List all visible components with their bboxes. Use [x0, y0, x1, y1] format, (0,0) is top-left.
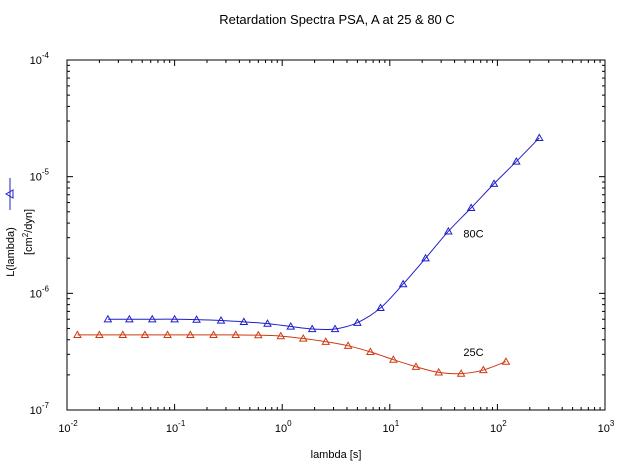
data-point-80C: [147, 314, 157, 323]
series-layer: [73, 133, 544, 377]
data-point-80C: [398, 279, 408, 288]
x-axis-label: lambda [s]: [311, 449, 362, 461]
y-tick-label: 10-4: [30, 51, 50, 67]
data-point-80C: [443, 226, 453, 235]
data-point-80C: [376, 303, 385, 312]
data-point-25C: [140, 330, 150, 339]
series-annotation: 25C: [463, 347, 483, 359]
data-point-25C: [478, 365, 488, 374]
data-point-25C: [366, 347, 375, 355]
data-point-80C: [511, 156, 521, 165]
data-point-80C: [125, 314, 134, 323]
x-tick-label: 102: [490, 419, 507, 435]
x-tick-label: 10-1: [166, 419, 186, 435]
data-point-80C: [170, 314, 179, 323]
data-point-80C: [239, 317, 249, 325]
annotation-layer: 80C 25C: [463, 229, 483, 359]
data-point-80C: [489, 179, 499, 187]
x-tick-label: 10-2: [58, 419, 78, 435]
data-point-25C: [389, 355, 398, 363]
y-tick-label: 10-5: [30, 168, 50, 184]
data-point-25C: [434, 367, 444, 376]
y-axis-label-group: L(lambda) [cm2/dyn]: [4, 178, 36, 277]
data-point-25C: [298, 334, 308, 342]
x-tick-label: 100: [275, 419, 292, 435]
data-point-25C: [185, 330, 195, 339]
data-point-25C: [253, 330, 263, 339]
data-point-25C: [411, 362, 421, 370]
data-point-25C: [343, 341, 353, 349]
data-point-80C: [192, 315, 201, 323]
x-axis-ticks: 10-2 10-1 100 101 102 103: [58, 60, 615, 435]
data-point-25C: [321, 337, 331, 345]
data-point-25C: [163, 330, 172, 339]
data-point-25C: [73, 330, 82, 339]
series-line-25C: [77, 334, 507, 375]
y-unit-superscript: 2: [21, 232, 30, 237]
y-axis-ticks: 10-7 10-6 10-5 10-4: [30, 51, 605, 417]
data-point-80C: [103, 314, 113, 323]
data-point-80C: [330, 324, 340, 333]
y-legend-line-symbol: [4, 178, 14, 210]
x-tick-label: 103: [598, 419, 615, 435]
data-point-25C: [501, 357, 511, 365]
data-point-25C: [276, 331, 286, 340]
data-point-80C: [286, 321, 296, 330]
data-point-80C: [466, 203, 476, 212]
data-point-80C: [353, 318, 362, 326]
data-point-80C: [534, 133, 544, 142]
data-point-25C: [95, 330, 104, 339]
y-axis-label: L(lambda): [5, 227, 17, 277]
data-point-25C: [231, 330, 241, 339]
y-tick-label: 10-6: [30, 284, 50, 300]
data-point-80C: [263, 319, 272, 327]
data-point-25C: [456, 369, 466, 377]
legend-triangle-marker: [4, 189, 14, 199]
y-unit-rest: /dyn]: [23, 209, 35, 233]
data-point-25C: [118, 330, 128, 339]
data-point-80C: [421, 253, 430, 262]
data-point-80C: [216, 315, 226, 324]
x-tick-label: 101: [382, 419, 399, 435]
data-point-25C: [209, 330, 218, 339]
series-annotation: 80C: [463, 229, 483, 241]
y-unit-base: [cm: [23, 237, 35, 255]
y-tick-label: 10-7: [30, 401, 50, 417]
plot-frame: [66, 59, 606, 411]
y-axis-unit-label: [cm2/dyn]: [21, 209, 36, 255]
chart-title: Retardation Spectra PSA, A at 25 & 80 C: [219, 12, 455, 27]
data-point-80C: [307, 324, 317, 333]
